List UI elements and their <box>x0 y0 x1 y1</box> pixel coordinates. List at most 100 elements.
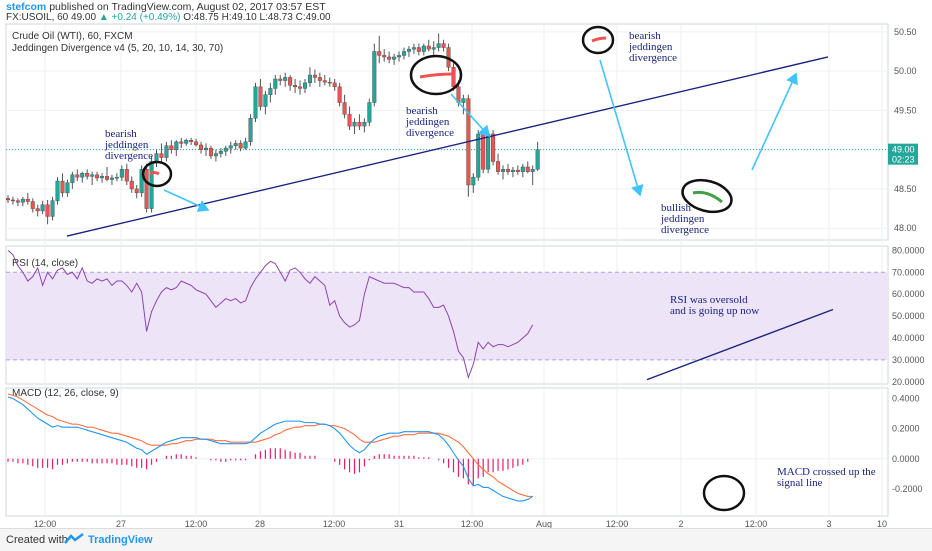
rsi-y-tick: 50.0000 <box>892 311 925 321</box>
candle-body <box>5 198 10 201</box>
candle-body <box>90 174 95 177</box>
rsi-line <box>7 250 534 380</box>
annotation-bearish-mid: bearish <box>406 105 438 117</box>
divergence-mark <box>149 171 160 176</box>
candle-body <box>194 141 199 146</box>
rsi-band <box>6 272 888 360</box>
x-tick-label: 12:00 <box>745 519 768 528</box>
price-y-tick: 50.00 <box>894 66 917 76</box>
candle-body <box>496 161 501 172</box>
candle-body <box>55 180 60 201</box>
candle-body <box>307 74 312 84</box>
ohlc-close: C:49.00 <box>295 12 331 23</box>
macd-y-tick: 0.2000 <box>892 424 920 434</box>
x-tick-label: 3 <box>826 519 831 528</box>
price-change: +0.24 (+0.49%) <box>111 12 181 23</box>
tradingview-logo-icon <box>64 533 84 544</box>
candle-body <box>421 45 426 52</box>
candle-body <box>174 141 179 150</box>
candle-body <box>10 199 15 202</box>
indicator-legend: Jeddingen Divergence v4 (5, 20, 10, 14, … <box>12 43 223 54</box>
candle-body <box>481 133 486 170</box>
annotation-bearish-mid: jeddingen <box>405 116 450 128</box>
candle-body <box>213 153 218 157</box>
candle-body <box>476 133 481 178</box>
candle-body <box>322 80 327 83</box>
candle-body <box>189 140 194 143</box>
candle-body <box>184 140 189 144</box>
candle-body <box>218 151 223 154</box>
candle-body <box>65 182 70 194</box>
candle-body <box>397 55 402 58</box>
candle-body <box>268 88 273 95</box>
candle-body <box>85 173 90 177</box>
candle-body <box>387 56 392 60</box>
candle-body <box>263 94 268 107</box>
candle-body <box>515 169 520 172</box>
candle-body <box>119 169 124 178</box>
price-title: Crude Oil (WTI), 60, FXCM <box>12 31 133 42</box>
annotation-bearish-right: bearish <box>629 30 661 42</box>
rsi-y-tick: 30.0000 <box>892 355 925 365</box>
author-link[interactable]: stefcom <box>6 1 47 13</box>
candle-body <box>342 102 347 115</box>
candle-body <box>352 121 357 127</box>
candle-body <box>60 180 65 194</box>
candle-body <box>40 204 45 212</box>
candle-body <box>402 51 407 56</box>
candle-body <box>15 200 20 203</box>
chart-area[interactable]: 12:00 27 12:00 28 12:00 31 12:00 Aug 12:00 2 12:00… <box>0 22 932 528</box>
x-tick-label: 12:00 <box>461 519 484 528</box>
symbol-label: FX:USOIL, 60 <box>6 12 69 23</box>
candle-body <box>525 166 530 172</box>
candle-body <box>491 133 496 162</box>
divergence-circle <box>409 54 463 96</box>
published-text: published on TradingView.com, August 02,… <box>49 1 326 13</box>
x-tick-label: 28 <box>255 519 265 528</box>
x-tick-label: 10 <box>877 519 887 528</box>
ohlc-line: FX:USOIL, 60 49.00 ▲ +0.24 (+0.49%) O:48… <box>6 12 331 23</box>
candle-body <box>70 174 75 183</box>
x-tick-label: 12:00 <box>34 519 57 528</box>
annotation-bullish: jeddingen <box>660 213 705 225</box>
candle-body <box>129 180 134 190</box>
candle-body <box>233 143 238 146</box>
candle-body <box>486 133 491 170</box>
divergence-mark <box>419 72 454 79</box>
tradingview-brand[interactable]: TradingView <box>88 534 153 546</box>
candle-body <box>208 147 213 157</box>
candle-body <box>332 82 337 88</box>
macd-y-tick: 0.0000 <box>892 454 920 464</box>
x-tick-label: 27 <box>116 519 126 528</box>
candle-body <box>362 121 367 127</box>
candle-body <box>243 141 248 149</box>
ohlc-high: H:49.10 <box>221 12 257 23</box>
price-trendline <box>66 56 829 237</box>
macd-y-tick: -0.2000 <box>892 484 923 494</box>
annotation-macd: signal line <box>777 477 823 489</box>
rsi-trendline <box>646 308 834 381</box>
candle-body <box>406 48 411 52</box>
divergence-mark <box>692 190 723 204</box>
candle-body <box>372 51 377 103</box>
candle-body <box>139 169 144 194</box>
divergence-circle <box>681 178 733 214</box>
candle-body <box>109 177 114 180</box>
x-tick-label: 12:00 <box>323 519 346 528</box>
candle-body <box>25 198 30 202</box>
rsi-y-tick: 60.0000 <box>892 289 925 299</box>
candle-body <box>337 86 342 103</box>
macd-y-tick: 0.4000 <box>892 394 920 404</box>
publish-line: stefcom published on TradingView.com, Au… <box>6 1 326 13</box>
price-y-tick: 50.50 <box>894 27 917 37</box>
candle-body <box>253 86 258 119</box>
divergence-circle <box>581 25 615 55</box>
candle-body <box>278 78 283 81</box>
chart-header: stefcom published on TradingView.com, Au… <box>0 0 932 23</box>
ohlc-open: O:48.75 <box>183 12 219 23</box>
candle-body <box>377 51 382 56</box>
candle-body <box>169 145 174 150</box>
x-tick-label: 12:00 <box>185 519 208 528</box>
arrow-down <box>450 93 491 138</box>
x-tick-label: 31 <box>394 519 404 528</box>
